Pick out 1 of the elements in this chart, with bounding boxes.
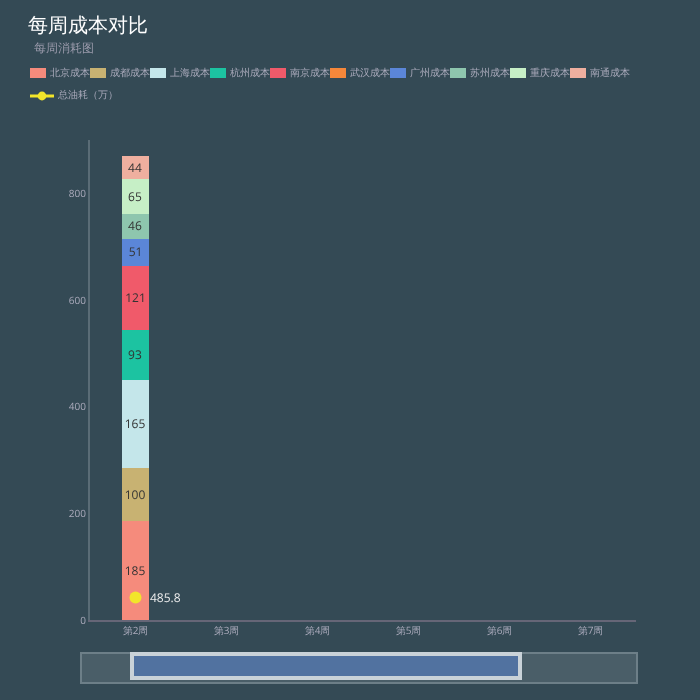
chart-title: 每周成本对比 — [28, 9, 148, 38]
